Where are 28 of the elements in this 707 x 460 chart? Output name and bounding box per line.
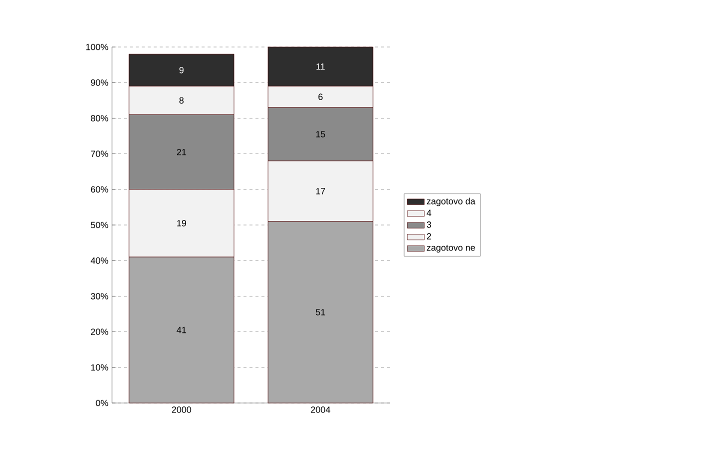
legend-label: 4 xyxy=(426,210,432,216)
y-tick-label: 70% xyxy=(90,150,108,157)
y-tick-label: 100% xyxy=(86,44,108,50)
data-label: 17 xyxy=(316,188,326,194)
y-tick-label: 10% xyxy=(91,364,108,371)
y-tick-label: 40% xyxy=(90,257,108,264)
y-tick-label: 60% xyxy=(90,186,108,193)
data-label: 41 xyxy=(176,326,186,334)
data-label: 19 xyxy=(177,220,186,226)
y-tick-label: 50% xyxy=(90,222,108,228)
data-label: 6 xyxy=(318,94,323,100)
y-tick-label: 30% xyxy=(90,293,108,300)
data-label: 21 xyxy=(176,148,186,156)
data-label: 15 xyxy=(316,131,326,138)
data-label: 9 xyxy=(179,66,184,74)
data-label: 8 xyxy=(179,97,184,104)
legend-label: 2 xyxy=(426,233,432,240)
legend-label: zagotovo ne xyxy=(426,244,475,253)
x-tick-label: 2000 xyxy=(172,406,192,413)
legend-label: zagotovo da xyxy=(426,198,476,206)
data-label: 11 xyxy=(316,63,325,70)
y-tick-label: 20% xyxy=(90,328,108,335)
y-tick-label: 0% xyxy=(96,400,108,406)
x-tick-label: 2004 xyxy=(310,406,330,413)
y-tick-label: 90% xyxy=(90,79,108,86)
y-tick-label: 80% xyxy=(90,115,108,122)
legend-label: 3 xyxy=(426,221,432,228)
data-label: 51 xyxy=(316,309,326,316)
